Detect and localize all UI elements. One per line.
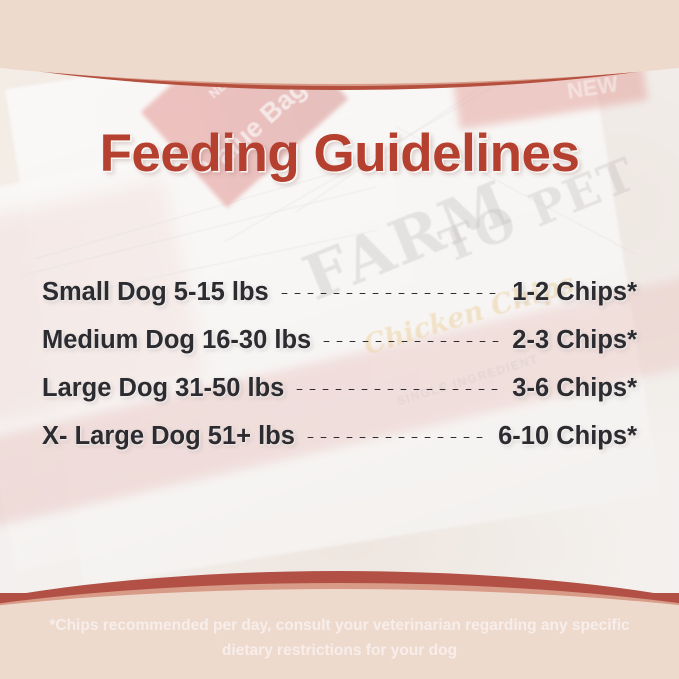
dog-size-label: Large Dog 31-50 lbs xyxy=(42,374,285,402)
feeding-guidelines-table: Small Dog 5-15 lbs 1-2 Chips* Medium Dog… xyxy=(42,278,637,470)
table-row: Small Dog 5-15 lbs 1-2 Chips* xyxy=(42,278,637,326)
table-row: Large Dog 31-50 lbs 3-6 Chips* xyxy=(42,374,637,422)
frame-arc-top-peach xyxy=(0,0,679,84)
table-row: X- Large Dog 51+ lbs 6-10 Chips* xyxy=(42,422,637,470)
dog-size-label: Medium Dog 16-30 lbs xyxy=(42,326,312,354)
frame-arc-bottom-peach xyxy=(0,589,679,679)
footnote-text: *Chips recommended per day, consult your… xyxy=(49,617,630,659)
chips-amount-value: 2-3 Chips* xyxy=(512,326,637,354)
chips-amount-value: 6-10 Chips* xyxy=(498,422,637,450)
chips-amount-value: 1-2 Chips* xyxy=(512,278,637,306)
table-row: Medium Dog 16-30 lbs 2-3 Chips* xyxy=(42,326,637,374)
page-title: Feeding Guidelines xyxy=(99,124,580,183)
dot-leader xyxy=(323,341,503,342)
chips-amount-value: 3-6 Chips* xyxy=(512,374,637,402)
dog-size-label: Small Dog 5-15 lbs xyxy=(42,278,269,306)
dot-leader xyxy=(296,389,503,390)
dog-size-label: X- Large Dog 51+ lbs xyxy=(42,422,295,450)
dot-leader xyxy=(306,437,489,438)
dot-leader xyxy=(280,293,503,294)
